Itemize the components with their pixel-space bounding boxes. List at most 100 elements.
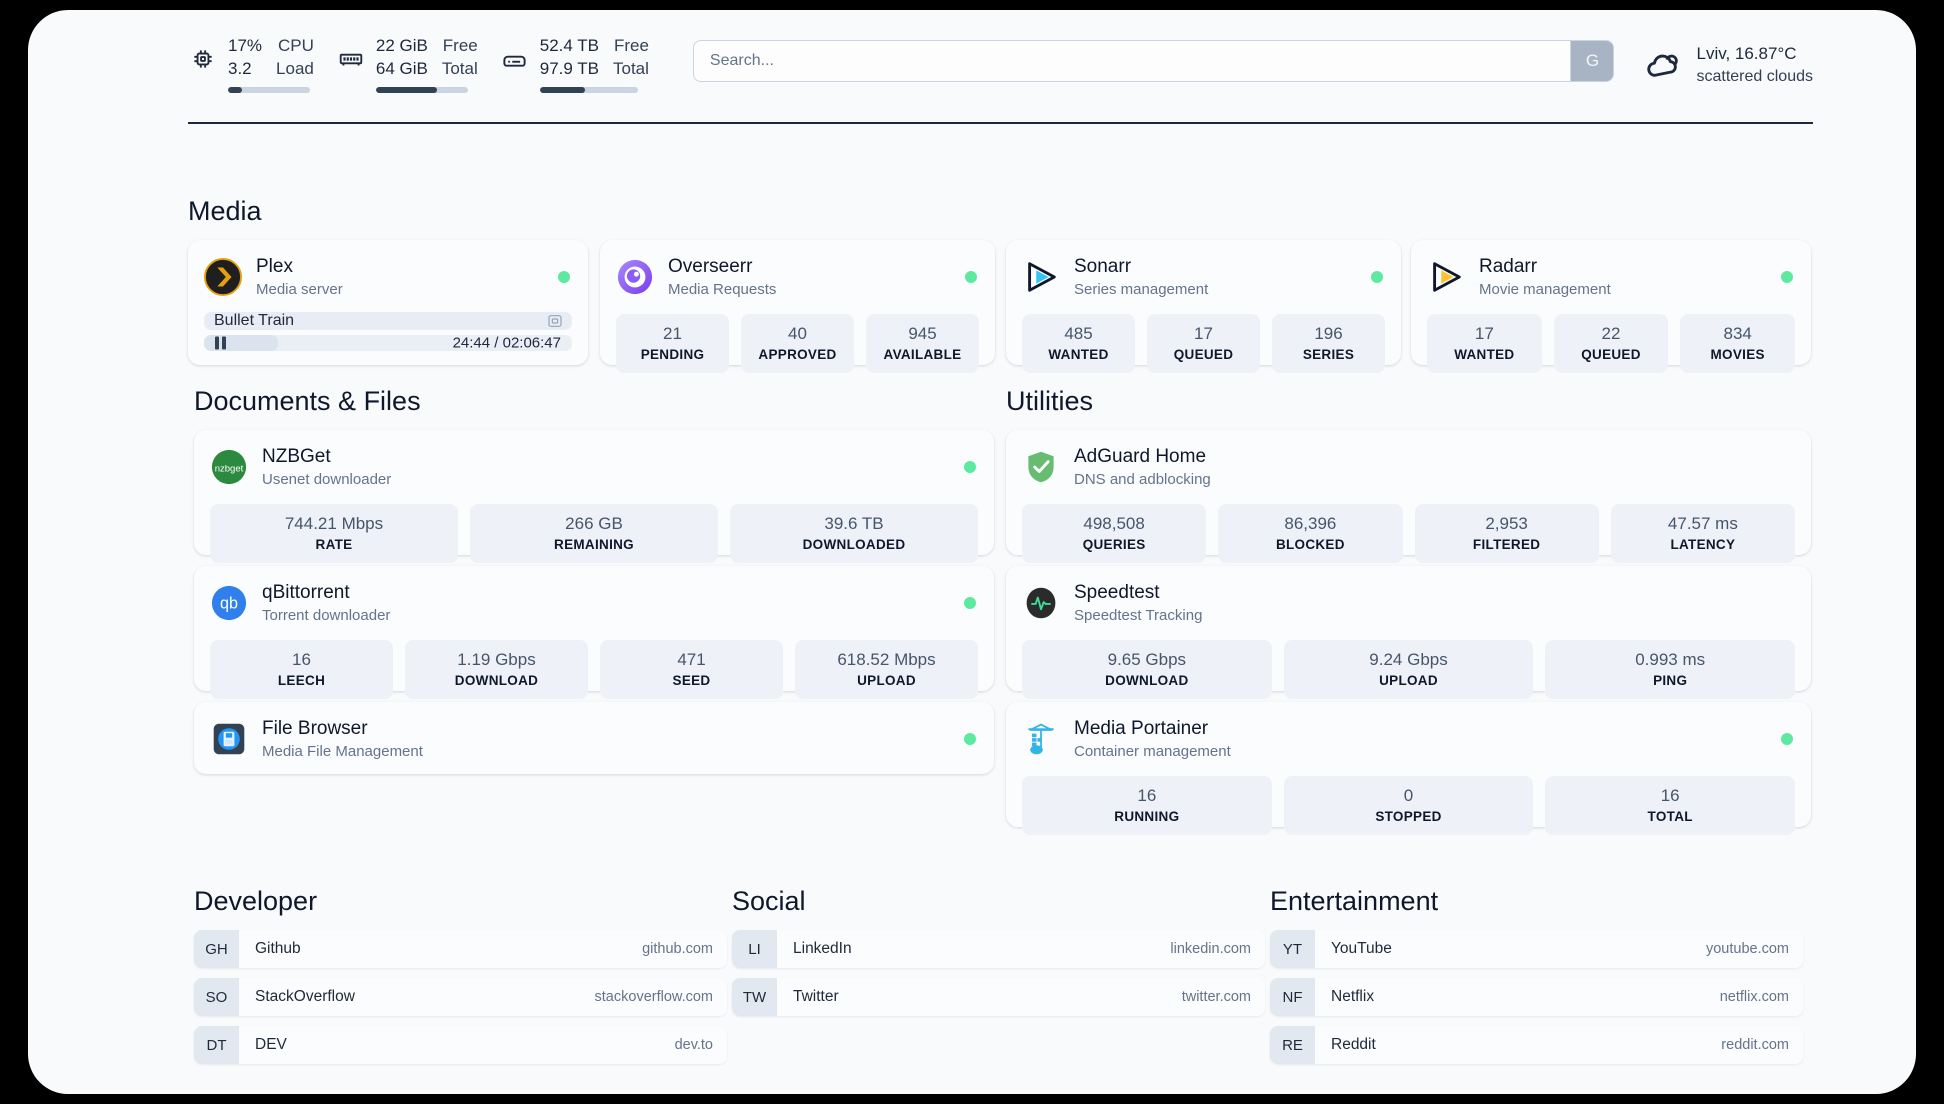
- tile-label: RUNNING: [1114, 809, 1180, 824]
- service-card-adguard[interactable]: AdGuard Home DNS and adblocking 498,508 …: [1006, 430, 1811, 563]
- tile-label: WANTED: [1048, 347, 1109, 362]
- bookmark-item-github[interactable]: GH Github github.com: [194, 930, 727, 968]
- cast-icon[interactable]: [547, 313, 563, 329]
- tile-label: MOVIES: [1710, 347, 1765, 362]
- stat-tile: 39.6 TB DOWNLOADED: [730, 504, 978, 563]
- tile-value: 945: [908, 324, 937, 343]
- section-title-media: Media: [188, 196, 262, 226]
- bookmark-item-dev[interactable]: DT DEV dev.to: [194, 1026, 727, 1064]
- bookmark-item-reddit[interactable]: RE Reddit reddit.com: [1270, 1026, 1803, 1064]
- disk-usage-bar: [539, 87, 638, 93]
- tile-label: QUEUED: [1581, 347, 1641, 362]
- search-engine-button[interactable]: G: [1570, 40, 1615, 82]
- service-card-overseerr[interactable]: Overseerr Media Requests 21 PENDING 40 A…: [600, 240, 995, 373]
- status-badge-filebrowser: [964, 733, 976, 745]
- bookmark-item-stackoverflow[interactable]: SO StackOverflow stackoverflow.com: [194, 978, 727, 1016]
- stat-tile: 0.993 ms PING: [1545, 640, 1796, 699]
- tile-label: DOWNLOADED: [802, 537, 906, 552]
- bookmark-item-linkedin[interactable]: LI LinkedIn linkedin.com: [732, 930, 1265, 968]
- dashboard-page: 17% 3.2 CPU Load: [28, 10, 1916, 1094]
- memory-total-label: Total: [441, 59, 478, 78]
- svg-text:qb: qb: [220, 595, 238, 613]
- header-bar: 17% 3.2 CPU Load: [188, 34, 1813, 110]
- service-card-radarr[interactable]: Radarr Movie management 17 WANTED 22 QUE…: [1411, 240, 1811, 373]
- bookmark-name: StackOverflow: [255, 988, 355, 1005]
- tile-value: 2,953: [1485, 514, 1528, 533]
- stat-tile: 16 LEECH: [210, 640, 393, 699]
- tile-label: REMAINING: [554, 537, 634, 552]
- stat-tile: 2,953 FILTERED: [1414, 504, 1599, 563]
- disk-icon: [500, 44, 530, 74]
- qbittorrent-icon: qb: [210, 584, 248, 622]
- tile-value: 744.21 Mbps: [284, 514, 384, 533]
- section-title-documents: Documents & Files: [194, 386, 421, 416]
- bookmark-url: reddit.com: [1721, 1037, 1789, 1053]
- sonarr-subtitle: Series management: [1074, 280, 1209, 298]
- stat-tile: 22 QUEUED: [1553, 314, 1669, 373]
- tile-label: UPLOAD: [857, 673, 916, 688]
- service-card-nzbget[interactable]: nzbget NZBGet Usenet downloader 744.21 M…: [194, 430, 994, 563]
- tile-label: DOWNLOAD: [454, 673, 539, 688]
- tile-value: 16: [1660, 786, 1680, 805]
- bookmark-item-twitter[interactable]: TW Twitter twitter.com: [732, 978, 1265, 1016]
- bookmark-abbr: TW: [732, 978, 777, 1016]
- tile-label: FILTERED: [1472, 537, 1541, 552]
- tile-value: 196: [1314, 324, 1343, 343]
- cpu-usage-value: 17%: [228, 36, 263, 55]
- stat-tile: 618.52 Mbps UPLOAD: [795, 640, 978, 699]
- service-card-speedtest[interactable]: Speedtest Speedtest Tracking 9.65 Gbps D…: [1006, 566, 1811, 699]
- memory-total-value: 64 GiB: [375, 59, 428, 78]
- cpu-icon: [188, 44, 218, 74]
- weather-widget[interactable]: Lviv, 16.87°C scattered clouds: [1644, 42, 1813, 88]
- bookmark-name: YouTube: [1331, 940, 1392, 957]
- service-card-qbittorrent[interactable]: qb qBittorrent Torrent downloader 16 LEE…: [194, 566, 994, 699]
- service-card-portainer[interactable]: Media Portainer Container management 16 …: [1006, 702, 1811, 835]
- tile-value: 16: [292, 650, 311, 669]
- stat-tile: 945 AVAILABLE: [866, 314, 979, 373]
- status-badge-portainer: [1781, 733, 1793, 745]
- bookmark-abbr: YT: [1270, 930, 1315, 968]
- cpu-label: CPU: [277, 36, 314, 55]
- tile-value: 0.993 ms: [1635, 650, 1706, 669]
- bookmark-name: Netflix: [1331, 988, 1375, 1005]
- status-badge-nzbget: [964, 461, 976, 473]
- stat-tile: 47.57 ms LATENCY: [1610, 504, 1795, 563]
- bookmark-name: Github: [255, 940, 301, 957]
- plex-name: Plex: [256, 255, 293, 277]
- section-title-developer: Developer: [194, 886, 318, 916]
- plex-icon: [204, 258, 242, 296]
- bookmark-item-netflix[interactable]: NF Netflix netflix.com: [1270, 978, 1803, 1016]
- pause-icon[interactable]: [215, 336, 226, 350]
- tile-value: 22: [1601, 324, 1621, 343]
- nzbget-icon: nzbget: [210, 448, 248, 486]
- stat-tile: 17 WANTED: [1427, 314, 1542, 373]
- memory-icon: [336, 44, 366, 74]
- tile-value: 618.52 Mbps: [837, 650, 936, 669]
- svg-text:nzbget: nzbget: [215, 463, 244, 474]
- overseerr-name: Overseerr: [668, 255, 753, 277]
- tile-label: SERIES: [1302, 347, 1355, 362]
- tile-value: 9.24 Gbps: [1369, 650, 1448, 669]
- bookmark-item-youtube[interactable]: YT YouTube youtube.com: [1270, 930, 1803, 968]
- tile-value: 17: [1474, 324, 1494, 343]
- sonarr-name: Sonarr: [1074, 255, 1132, 277]
- adguard-subtitle: DNS and adblocking: [1074, 470, 1211, 488]
- plex-progress-bar[interactable]: 24:44 / 02:06:47: [204, 335, 572, 351]
- bookmark-url: twitter.com: [1181, 989, 1251, 1005]
- search-bar: G: [692, 40, 1615, 82]
- adguard-icon: [1022, 448, 1060, 486]
- stat-tile: 86,396 BLOCKED: [1218, 504, 1403, 563]
- service-card-plex[interactable]: Plex Media server Bullet Train 24:44 / 0…: [188, 240, 588, 365]
- service-card-sonarr[interactable]: Sonarr Series management 485 WANTED 17 Q…: [1006, 240, 1401, 373]
- radarr-subtitle: Movie management: [1479, 280, 1611, 298]
- stat-tile: 196 SERIES: [1272, 314, 1385, 373]
- speedtest-name: Speedtest: [1074, 581, 1160, 603]
- stat-tile: 16 TOTAL: [1545, 776, 1796, 835]
- search-input[interactable]: [692, 40, 1571, 82]
- cpu-load-label: Load: [276, 59, 314, 78]
- tile-label: UPLOAD: [1379, 673, 1438, 688]
- cloud-icon: [1644, 46, 1682, 84]
- service-card-filebrowser[interactable]: File Browser Media File Management: [194, 702, 994, 774]
- bookmark-abbr: NF: [1270, 978, 1315, 1016]
- adguard-name: AdGuard Home: [1074, 445, 1207, 467]
